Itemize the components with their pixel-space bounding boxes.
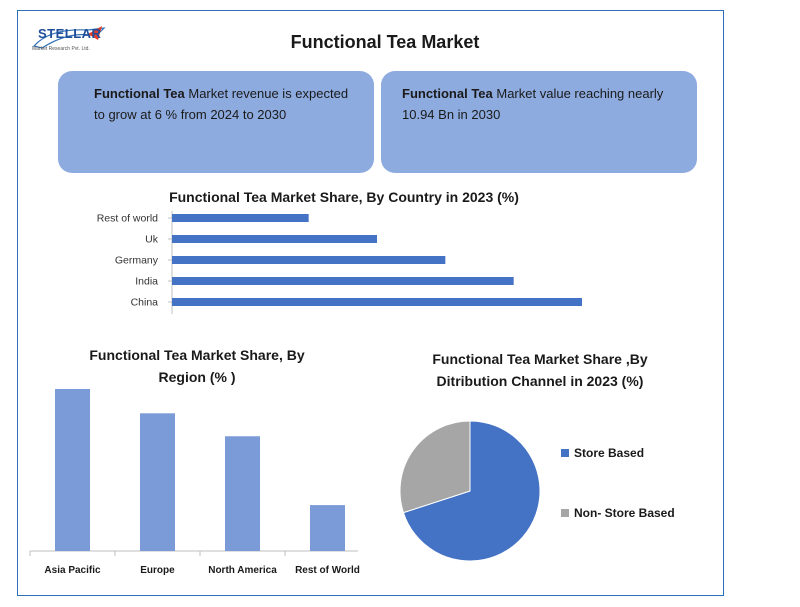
distribution-channel-chart: Functional Tea Market Share ,By Ditribut… bbox=[399, 351, 675, 562]
country-chart-title: Functional Tea Market Share, By Country … bbox=[169, 189, 519, 205]
legend-swatch bbox=[561, 449, 569, 457]
logo-subtext: Market Research Pvt. Ltd. bbox=[32, 46, 90, 52]
country-bar bbox=[172, 277, 514, 285]
region-tick-label: North America bbox=[208, 565, 277, 576]
logo-text: STELLAR bbox=[38, 26, 102, 41]
logo-arrow bbox=[88, 26, 102, 40]
pie-slice bbox=[402, 420, 541, 562]
region-bar bbox=[310, 505, 345, 551]
pie-chart-title-line2: Ditribution Channel in 2023 (%) bbox=[437, 373, 644, 389]
country-bar bbox=[172, 235, 377, 243]
region-bar bbox=[55, 389, 90, 551]
legend-label: Store Based bbox=[574, 446, 644, 460]
region-share-chart: Functional Tea Market Share, By Region (… bbox=[29, 347, 360, 576]
pie-slice bbox=[399, 420, 471, 514]
info-box-value-bold: Functional Tea bbox=[402, 86, 493, 101]
info-box-value: Functional Tea Market value reaching nea… bbox=[381, 71, 697, 173]
info-box-growth-bold: Functional Tea bbox=[94, 86, 185, 101]
region-bar bbox=[225, 436, 260, 551]
country-tick-label: India bbox=[135, 276, 158, 288]
country-tick-label: China bbox=[131, 297, 159, 309]
country-bar bbox=[172, 214, 309, 222]
country-share-chart: Functional Tea Market Share, By Country … bbox=[97, 189, 582, 314]
pie-chart-title-line1: Functional Tea Market Share ,By bbox=[432, 351, 647, 367]
legend-swatch bbox=[561, 509, 569, 517]
stellar-logo bbox=[32, 26, 106, 49]
region-tick-label: Europe bbox=[140, 565, 175, 576]
country-tick-label: Uk bbox=[145, 234, 159, 246]
info-box-growth-text: Market revenue is expected to grow at 6 … bbox=[94, 86, 349, 122]
info-box-value-text: Market value reaching nearly 10.94 Bn in… bbox=[402, 86, 664, 122]
country-bar bbox=[172, 256, 446, 264]
region-tick-label: Asia Pacific bbox=[44, 565, 101, 576]
country-bar bbox=[172, 298, 582, 306]
region-chart-title-line2: Region (% ) bbox=[159, 369, 236, 385]
legend-label: Non- Store Based bbox=[574, 506, 675, 520]
country-tick-label: Germany bbox=[115, 255, 159, 267]
page-title: Functional Tea Market bbox=[290, 32, 480, 52]
region-chart-title-line1: Functional Tea Market Share, By bbox=[89, 347, 304, 363]
info-box-growth: Functional Tea Market revenue is expecte… bbox=[58, 71, 374, 173]
region-bar bbox=[140, 413, 175, 551]
country-tick-label: Rest of world bbox=[97, 213, 158, 225]
region-tick-label: Rest of World bbox=[295, 565, 360, 576]
